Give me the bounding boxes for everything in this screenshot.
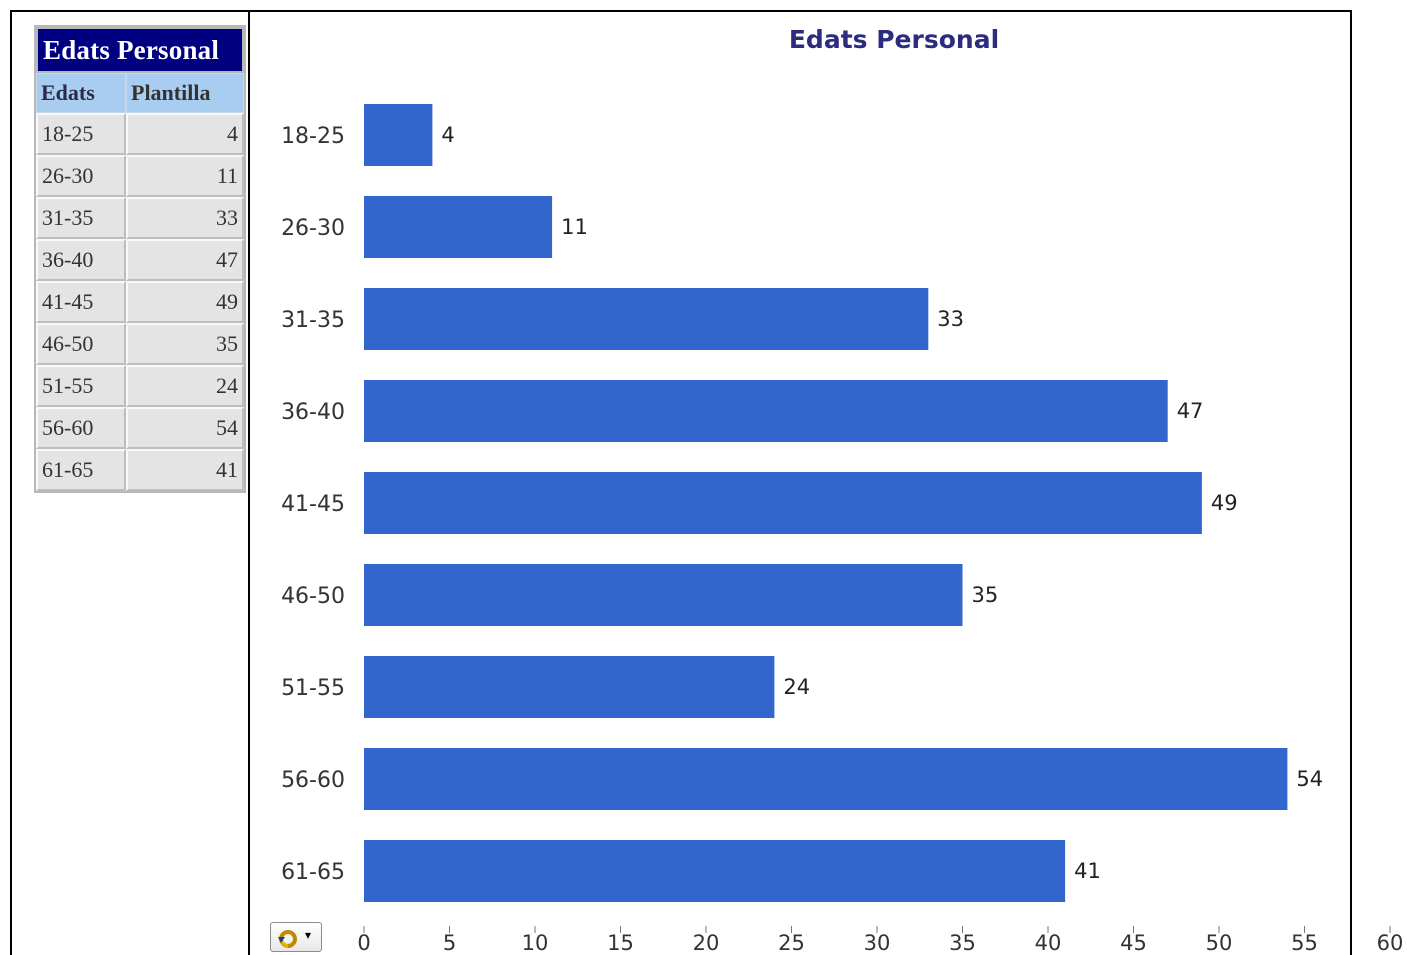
category-label: 31-35 xyxy=(281,308,345,333)
x-tick-label: 10 xyxy=(522,931,549,955)
bar-41-45 xyxy=(364,472,1202,534)
x-tick-label: 35 xyxy=(949,931,976,955)
x-tick-label: 40 xyxy=(1035,931,1062,955)
bar-51-55 xyxy=(364,656,774,718)
data-label: 33 xyxy=(937,307,964,331)
x-tick-label: 60 xyxy=(1377,931,1404,955)
bar-61-65 xyxy=(364,840,1065,902)
x-tick-label: 20 xyxy=(693,931,720,955)
category-label: 18-25 xyxy=(281,124,345,149)
data-label: 54 xyxy=(1296,767,1323,791)
data-label: 24 xyxy=(783,675,810,699)
x-tick-label: 15 xyxy=(607,931,634,955)
x-tick-label: 25 xyxy=(778,931,805,955)
bar-46-50 xyxy=(364,564,963,626)
chevron-down-icon: ▾ xyxy=(305,928,311,942)
category-label: 36-40 xyxy=(281,400,345,425)
data-label: 41 xyxy=(1074,859,1101,883)
x-tick-label: 45 xyxy=(1120,931,1147,955)
refresh-dropdown-icon xyxy=(277,927,299,949)
x-tick-label: 0 xyxy=(357,931,370,955)
x-tick-label: 50 xyxy=(1206,931,1233,955)
category-label: 56-60 xyxy=(281,768,345,793)
category-label: 41-45 xyxy=(281,492,345,517)
category-label: 51-55 xyxy=(281,676,345,701)
category-label: 61-65 xyxy=(281,860,345,885)
data-label: 11 xyxy=(561,215,588,239)
bar-26-30 xyxy=(364,196,552,258)
data-label: 47 xyxy=(1177,399,1204,423)
category-label: 26-30 xyxy=(281,216,345,241)
data-label: 4 xyxy=(441,123,454,147)
x-tick-label: 55 xyxy=(1291,931,1318,955)
bar-36-40 xyxy=(364,380,1168,442)
x-tick-label: 30 xyxy=(864,931,891,955)
bar-31-35 xyxy=(364,288,928,350)
chart-title: Edats Personal xyxy=(789,25,999,54)
data-label: 49 xyxy=(1211,491,1238,515)
refresh-dropdown-button[interactable]: ▾ xyxy=(270,922,322,952)
data-label: 35 xyxy=(972,583,999,607)
category-label: 46-50 xyxy=(281,584,345,609)
bar-56-60 xyxy=(364,748,1287,810)
bar-18-25 xyxy=(364,104,432,166)
x-tick-label: 5 xyxy=(443,931,456,955)
